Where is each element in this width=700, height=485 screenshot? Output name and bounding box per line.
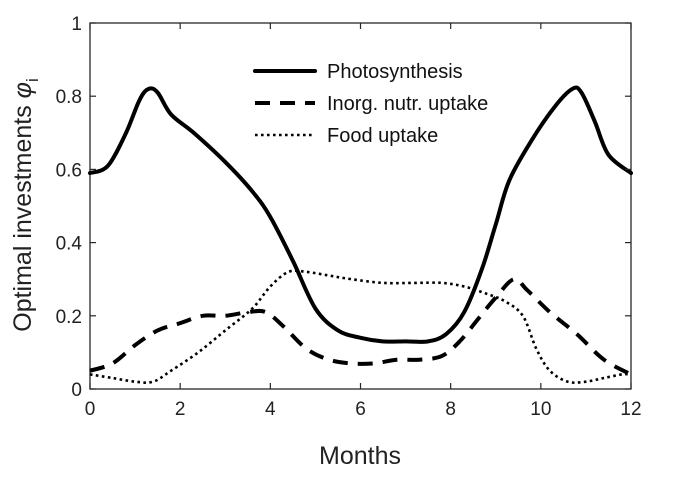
x-tick-label: 0 [85, 399, 96, 420]
legend-label: Photosynthesis [327, 61, 463, 83]
y-axis-label-main: Optimal investments [9, 98, 37, 331]
x-tick-label: 8 [445, 399, 456, 420]
series-line-dashed [89, 277, 632, 377]
y-tick-label: 0.8 [56, 87, 82, 108]
legend: Photosynthesis Inorg. nutr. uptake Food up… [253, 61, 488, 147]
y-tick-label: 0 [71, 380, 82, 401]
y-axis-label-subscript: i [23, 78, 42, 82]
y-tick-label: 1 [71, 14, 82, 35]
series-line-solid [88, 85, 633, 344]
x-tick-label: 10 [530, 399, 551, 420]
x-tick-label: 4 [265, 399, 276, 420]
plot-area [89, 22, 632, 390]
y-axis-label: Optimal investments φi [9, 78, 42, 332]
series-line-dotted [89, 269, 632, 384]
x-tick-label: 2 [175, 399, 186, 420]
y-tick-label: 0.6 [56, 160, 82, 181]
series-layer [88, 85, 633, 384]
y-tick-label: 0.4 [56, 234, 83, 255]
legend-label: Inorg. nutr. uptake [327, 93, 488, 115]
x-tick-label: 6 [355, 399, 366, 420]
x-axis-label: Months [319, 442, 401, 470]
x-tick-label: 12 [620, 399, 641, 420]
y-axis-label-symbol: φ [9, 82, 37, 98]
ticks-layer: 0 2 4 6 8 10 12 0 0.2 0.4 0.6 0.8 1 [56, 14, 642, 420]
y-tick-label: 0.2 [56, 307, 82, 328]
plot-frame [89, 22, 632, 390]
legend-label: Food uptake [327, 125, 438, 147]
